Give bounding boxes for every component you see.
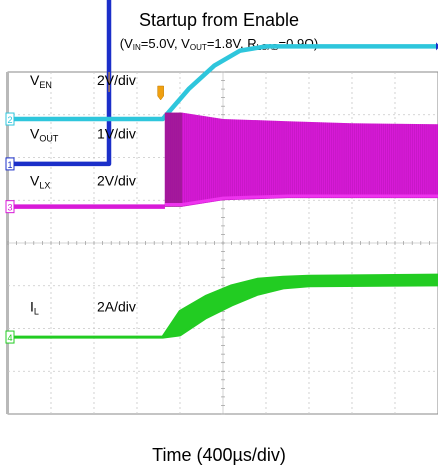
channel-marker-3: 3 xyxy=(5,200,15,214)
channel-marker-4: 4 xyxy=(5,330,15,344)
channel-marker-label: 3 xyxy=(7,203,12,213)
channel-marker-box xyxy=(5,157,15,171)
channel-marker-label: 1 xyxy=(7,160,12,170)
x-axis-label: Time (400µs/div) xyxy=(152,445,286,465)
channel-marker-label: 4 xyxy=(7,333,12,343)
label-v-en-scale: 2V/div xyxy=(97,72,136,88)
channel-marker-label: 2 xyxy=(7,115,12,125)
label-v-en-subscript: EN xyxy=(39,80,52,90)
plot-left-edge xyxy=(6,72,9,414)
trace-v-lx-low-rail xyxy=(164,194,438,206)
trace-v-lx-burst xyxy=(164,112,183,207)
trace-v-lx-envelope xyxy=(164,112,438,207)
channel-marker-box xyxy=(5,330,15,344)
label-i-l-subscript: L xyxy=(34,306,39,316)
chart-title: Startup from Enable xyxy=(138,10,300,30)
channel-marker-box xyxy=(5,200,15,214)
label-i-l-name: IL xyxy=(30,298,39,316)
series-v-lx: 3 xyxy=(5,112,438,214)
label-v-lx-subscript: LX xyxy=(39,180,50,190)
label-v-out-scale: 1V/div xyxy=(97,125,136,141)
label-i-l-scale: 2A/div xyxy=(97,298,136,314)
channel-marker-2: 2 xyxy=(5,112,15,126)
trigger-marker xyxy=(157,85,164,101)
label-v-out-subscript: OUT xyxy=(39,133,59,143)
trace-i-l xyxy=(6,273,438,339)
channel-marker-box xyxy=(5,112,15,126)
series-i-l: 4 xyxy=(5,273,438,344)
channel-marker-1: 1 xyxy=(5,157,15,171)
label-v-lx-scale: 2V/div xyxy=(97,172,136,188)
